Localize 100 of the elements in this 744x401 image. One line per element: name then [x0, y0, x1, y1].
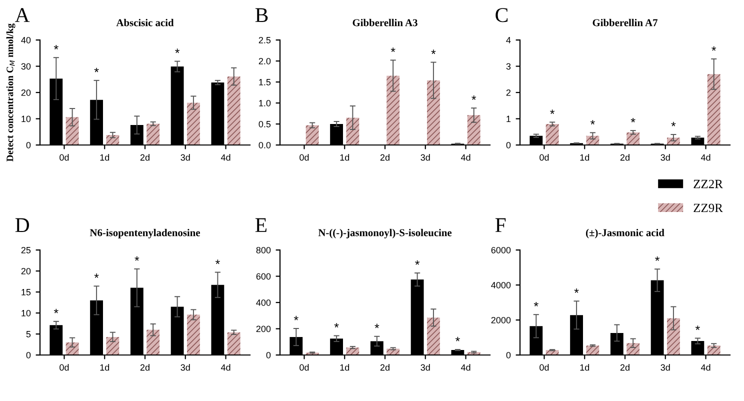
y-axis-title: Detect concentration C$_{M}$ nmol/kg: [6, 24, 16, 162]
bar: [586, 136, 600, 145]
x-tick-label: 0d: [540, 154, 549, 161]
annotation: *: [334, 323, 339, 328]
annotation: *: [655, 256, 660, 261]
annotation: *: [472, 95, 476, 100]
x-tick-label: 0d: [60, 364, 69, 371]
bar: [227, 332, 240, 355]
y-tick-label: 10: [22, 116, 31, 122]
bar: [106, 135, 120, 145]
bar: [346, 118, 360, 145]
x-tick-label: 4d: [220, 154, 230, 161]
y-tick-label: 15: [22, 289, 31, 296]
x-tick-label: 4d: [700, 364, 710, 371]
y-tick-label: 0: [26, 142, 31, 148]
bar: [66, 117, 79, 145]
annotation: *: [374, 324, 380, 328]
annotation: *: [294, 316, 298, 320]
chart-title: (±)-Jasmonic acid: [586, 228, 664, 238]
x-tick-label: 3d: [660, 364, 670, 371]
text: E: [255, 218, 266, 232]
y-tick-label: 5: [26, 331, 31, 338]
annotation: *: [455, 336, 460, 342]
annotation: *: [574, 288, 579, 293]
x-tick-label: 0d: [300, 364, 309, 371]
bar: [106, 336, 120, 355]
bar: [66, 342, 79, 355]
y-tick-label: 1.0: [259, 100, 271, 106]
bar: [427, 318, 440, 355]
y-tick-label: 20: [21, 268, 31, 274]
bar: [306, 125, 319, 145]
x-tick-label: 1d: [100, 364, 110, 371]
x-tick-label: 2d: [380, 154, 390, 161]
y-tick-label: 0: [266, 352, 271, 358]
bar: [427, 80, 440, 145]
annotation: *: [630, 118, 636, 122]
x-tick-label: 3d: [420, 364, 430, 371]
x-tick-label: 1d: [340, 154, 350, 161]
y-tick-label: 600: [256, 273, 271, 280]
bar: [346, 348, 360, 355]
x-tick-label: 4d: [220, 364, 230, 371]
x-tick-label: 3d: [660, 154, 670, 161]
x-tick-label: 1d: [580, 154, 590, 161]
y-tick-label: 20: [21, 89, 31, 96]
chart-title: N6-isopentenyladenosine: [90, 228, 200, 238]
x-tick-label: 1d: [580, 364, 590, 371]
y-tick-label: 6000: [491, 246, 511, 254]
annotation: *: [590, 120, 595, 124]
text: C: [496, 8, 508, 22]
x-tick-label: 2d: [140, 364, 150, 371]
text: B: [255, 8, 268, 22]
y-tick-label: 0: [26, 352, 31, 358]
bar: [386, 348, 400, 355]
x-tick-label: 2d: [620, 364, 630, 371]
x-tick-label: 2d: [620, 154, 630, 161]
y-tick-label: 30: [21, 63, 31, 70]
y-tick-label: 4: [506, 37, 511, 44]
text: F: [495, 218, 506, 232]
text: D: [15, 218, 30, 232]
annotation: *: [175, 48, 180, 54]
x-tick-label: 0d: [300, 154, 309, 161]
bar: [187, 102, 200, 145]
x-tick-label: 3d: [180, 364, 190, 371]
bar: [146, 330, 160, 355]
bar: [467, 115, 480, 145]
legend-label: ZZ2R: [694, 180, 723, 188]
chart-title: Gibberellin A7: [592, 18, 658, 26]
chart-title: Abscisic acid: [116, 18, 174, 26]
y-tick-label: 0: [506, 142, 511, 148]
bar: [586, 346, 600, 355]
y-tick-label: 2.5: [258, 36, 271, 44]
annotation: *: [415, 260, 420, 265]
x-tick-label: 1d: [340, 364, 350, 371]
x-tick-label: 4d: [700, 154, 710, 161]
bar: [187, 314, 200, 355]
annotation: *: [390, 48, 396, 52]
y-tick-label: 0.5: [258, 120, 271, 128]
x-tick-label: 0d: [540, 364, 549, 371]
y-tick-label: 1: [506, 116, 511, 122]
x-tick-label: 4d: [460, 154, 470, 161]
bar: [146, 124, 160, 145]
x-tick-label: 3d: [420, 154, 430, 161]
x-tick-label: 3d: [180, 154, 190, 161]
annotation: *: [94, 68, 99, 72]
bar: [227, 76, 240, 145]
annotation: *: [534, 302, 538, 306]
y-tick-label: 2.0: [258, 58, 271, 64]
annotation: *: [695, 326, 700, 330]
annotation: *: [215, 260, 220, 264]
y-tick-label: 0.0: [258, 142, 271, 148]
annotation: *: [54, 45, 58, 50]
annotation: *: [54, 308, 58, 314]
bar: [626, 132, 640, 145]
y-tick-label: 10: [22, 310, 31, 316]
y-tick-label: 0: [506, 352, 511, 358]
bar: [386, 76, 400, 145]
x-tick-label: 2d: [380, 364, 390, 371]
bar: [667, 318, 680, 355]
chart-title: N-((-)-jasmonoyl)-S-isoleucine: [318, 228, 452, 238]
bar: [546, 124, 559, 145]
